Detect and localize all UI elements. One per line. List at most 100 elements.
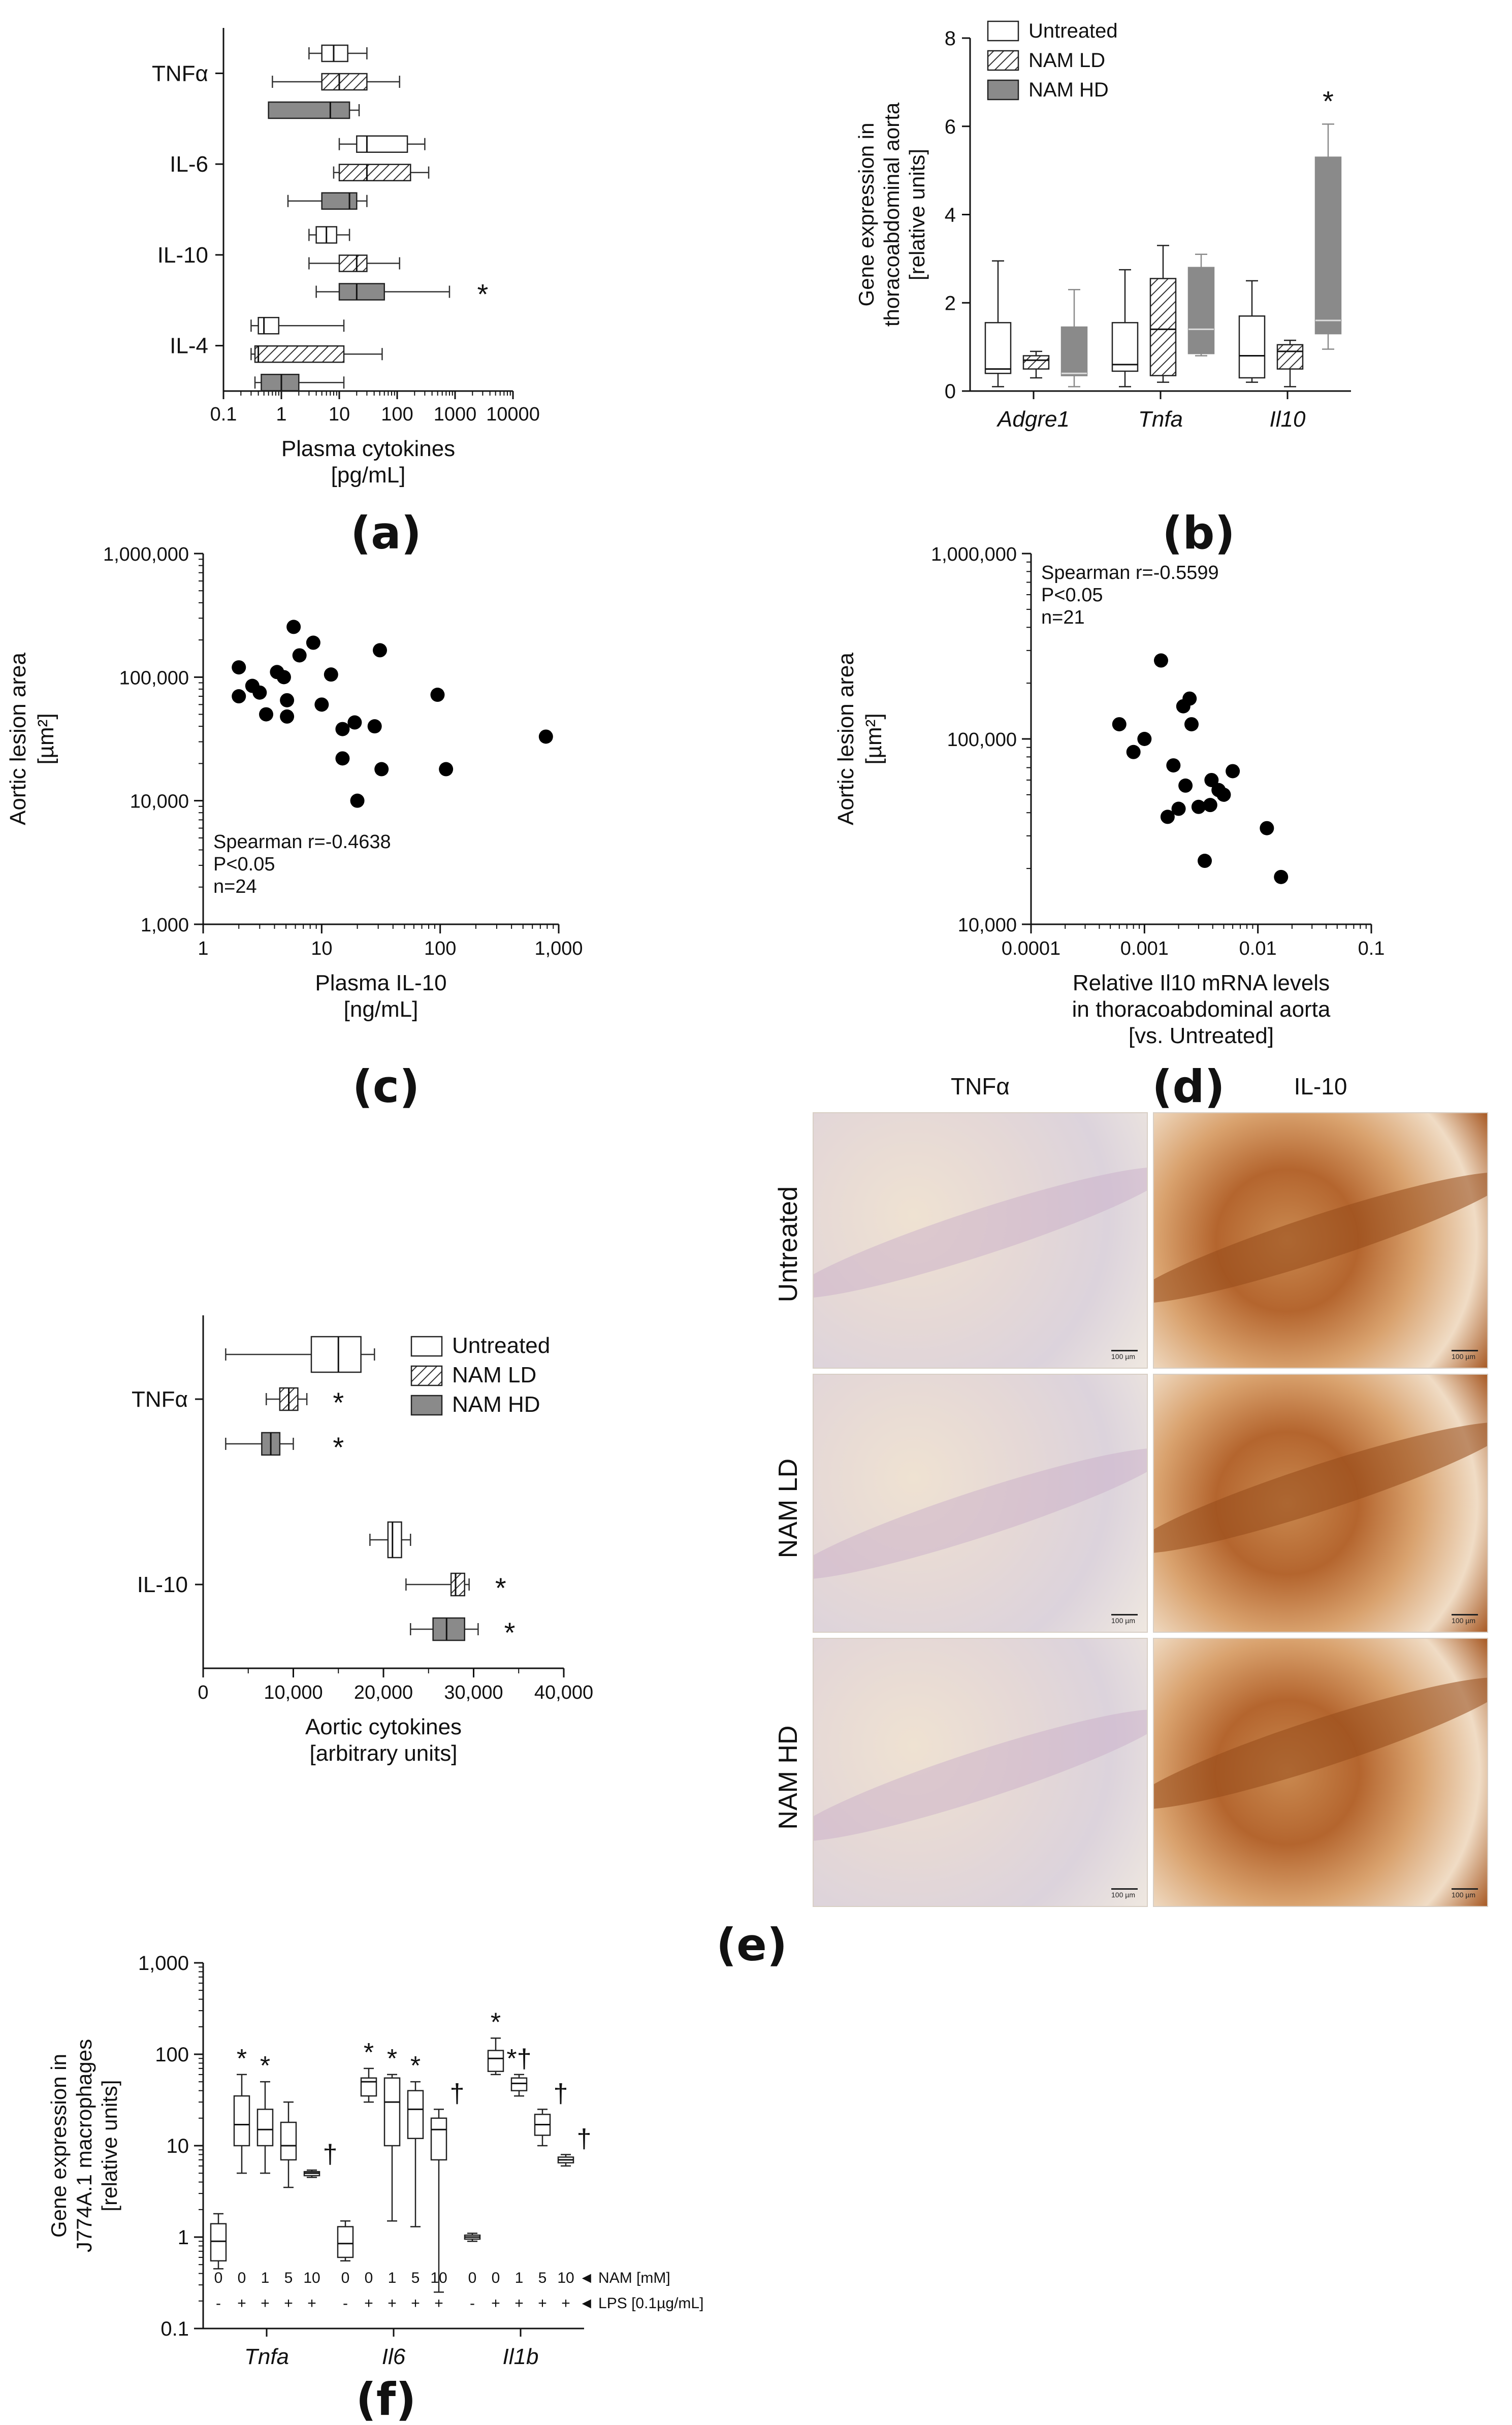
box [254,345,345,363]
data-point [1226,764,1240,779]
y-tick-label: 0.1 [160,2318,189,2340]
scale-bar: 100 µm [1111,1888,1138,1899]
scale-bar: 100 µm [1111,1614,1138,1625]
significance-mark: * [495,1572,506,1604]
y-tick-label: IL-10 [157,243,208,268]
lps-label: + [514,2295,524,2312]
y-tick-label: 4 [945,204,956,227]
data-point [1216,787,1231,802]
data-point [314,697,329,712]
nam-dose-label: 1 [261,2270,270,2286]
chart-e-svg: 0 10,000 20,000 30,000 40,000 Aortic cytokine… [132,1315,593,1766]
stats-annotation: n=21 [1041,607,1085,628]
significance-mark: † [577,2124,592,2153]
data-point [306,635,320,650]
nam-dose-label: 0 [468,2270,477,2286]
data-point [232,689,246,704]
nam-dose-label: 0 [341,2270,350,2286]
data-point [350,793,365,808]
x-axis-label: [ng/mL] [344,997,419,1022]
y-tick-label: 1 [178,2226,189,2249]
significance-mark: † [450,2079,465,2108]
x-axis-label: [vs. Untreated] [1129,1023,1274,1048]
y-axis-label: [relative units] [905,149,929,280]
data-point [1178,778,1193,793]
box [321,44,348,62]
y-tick-label: 10,000 [130,791,189,813]
x-axis-label: Aortic cytokines [305,1715,462,1739]
data-point [335,722,350,736]
significance-mark: * [491,2008,501,2037]
legend-label: Untreated [1028,20,1118,42]
y-tick-label: IL-6 [170,152,208,177]
data-point [280,709,295,724]
data-point [1203,798,1217,813]
micro-il10-namld: 100 µm [1153,1374,1488,1633]
significance-mark: * [364,2038,374,2067]
micro-tnf-namhd: 100 µm [813,1638,1148,1907]
y-axis-label: Aortic lesion area [833,653,858,825]
box [387,1521,402,1559]
data-point [1137,732,1152,746]
y-tick-label: 100 [155,2044,189,2066]
nam-dose-label: 5 [538,2270,547,2286]
box [510,2077,528,2091]
y-tick-label: 8 [945,27,956,50]
scale-bar: 100 µm [1452,1350,1478,1361]
panel-label-e: (e) [716,1919,787,1971]
nam-dose-label: 10 [303,2270,320,2286]
lps-label: + [434,2295,443,2312]
stats-annotation: n=24 [213,876,257,897]
data-point [1153,653,1168,668]
chart-a-svg: (a) 0.1 1 10 100 1000 10000 Plasma cytokines[p… [152,28,540,559]
significance-mark: * [333,1386,344,1418]
box [432,1617,465,1641]
x-tick-label: 0.1 [1358,938,1385,959]
significance-mark: * [260,2051,270,2081]
y-tick-label: 2 [945,292,956,314]
significance-mark: † [554,2079,568,2108]
x-tick-label: Il1b [503,2344,539,2369]
panel-label-d: (d) [1152,1060,1225,1113]
x-tick-label: 10 [329,404,350,425]
lps-label: + [237,2295,246,2312]
x-tick-label: 0.1 [210,404,237,425]
x-tick-label: 30,000 [444,1682,503,1703]
chart-c-svg: (c) 1 10 100 1,000 1,000 10,000 100,000 1,000,0… [6,544,583,1113]
data-point [1171,801,1186,816]
lps-label: + [538,2295,547,2312]
x-tick-label: Il10 [1270,407,1306,432]
box [356,135,408,153]
legend-swatch [410,1365,443,1386]
lps-legend: ◄ LPS [0.1µg/mL] [579,2295,703,2312]
panel-e-chart: 0 10,000 20,000 30,000 40,000 Aortic cytokine… [0,1259,635,1793]
data-point [430,688,445,702]
x-tick-label: Tnfa [244,2344,289,2369]
box [1060,326,1088,376]
x-tick-label: Adgre1 [996,407,1070,432]
chart-d-svg: (d) 0.0001 0.001 0.01 0.1 10,000 100,000 1,000… [833,544,1385,1113]
x-tick-label: 10000 [486,404,540,425]
box [337,2226,354,2258]
x-axis-label: Plasma IL-10 [315,971,446,995]
x-tick-label: 100 [424,938,456,959]
box [407,2090,424,2139]
y-tick-label: 1,000 [138,1952,189,1975]
data-point [374,762,389,777]
nam-dose-label: 0 [492,2270,500,2286]
lps-label: + [261,2295,270,2312]
box [338,254,368,272]
y-axis-label: Aortic lesion area [6,653,30,825]
micro-row-title-namhd: NAM HD [774,1725,803,1830]
y-axis-label: [relative units] [98,2080,121,2211]
data-point [367,719,382,734]
y-tick-label: TNFα [132,1387,188,1412]
data-point [1198,854,1212,868]
x-tick-label: 20,000 [354,1682,413,1703]
significance-mark: * [333,1431,344,1463]
box [487,2050,504,2072]
x-axis-label: in thoracoabdominal aorta [1072,997,1331,1022]
box [1314,156,1342,335]
box [430,2117,447,2161]
panel-d: (d) 0.0001 0.001 0.01 0.1 10,000 100,000 1,000… [813,533,1512,1143]
